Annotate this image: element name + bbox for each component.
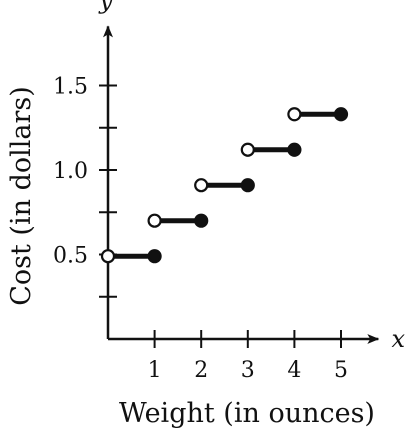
step-segments [114, 111, 341, 259]
y-axis-title: Cost (in dollars) [6, 86, 37, 306]
y-tick-label: 0.5 [53, 244, 88, 269]
open-endpoint [194, 178, 209, 193]
x-tick-label: 5 [334, 358, 348, 383]
open-endpoint [147, 213, 162, 228]
y-axis-ticks: 0.5 1.0 1.5 [53, 75, 117, 298]
y-tick-label: 1.0 [53, 159, 88, 184]
closed-endpoint [240, 178, 255, 193]
x-tick-label: 1 [148, 358, 162, 383]
closed-endpoint [287, 142, 302, 157]
closed-endpoint [194, 213, 209, 228]
step-endpoints [100, 107, 349, 264]
y-tick-label: 1.5 [53, 75, 88, 100]
open-endpoint [287, 107, 302, 122]
x-axis-ticks: 1 2 3 4 5 [148, 330, 348, 383]
open-endpoint [240, 142, 255, 157]
x-tick-label: 3 [241, 358, 255, 383]
closed-endpoint [147, 249, 162, 264]
closed-endpoint [333, 107, 349, 122]
x-axis-variable: x [392, 325, 406, 353]
x-tick-label: 2 [194, 358, 208, 383]
y-axis-variable: y [98, 0, 113, 14]
open-endpoint [100, 249, 116, 264]
x-tick-label: 4 [287, 358, 301, 383]
x-axis-title: Weight (in ounces) [119, 398, 375, 429]
